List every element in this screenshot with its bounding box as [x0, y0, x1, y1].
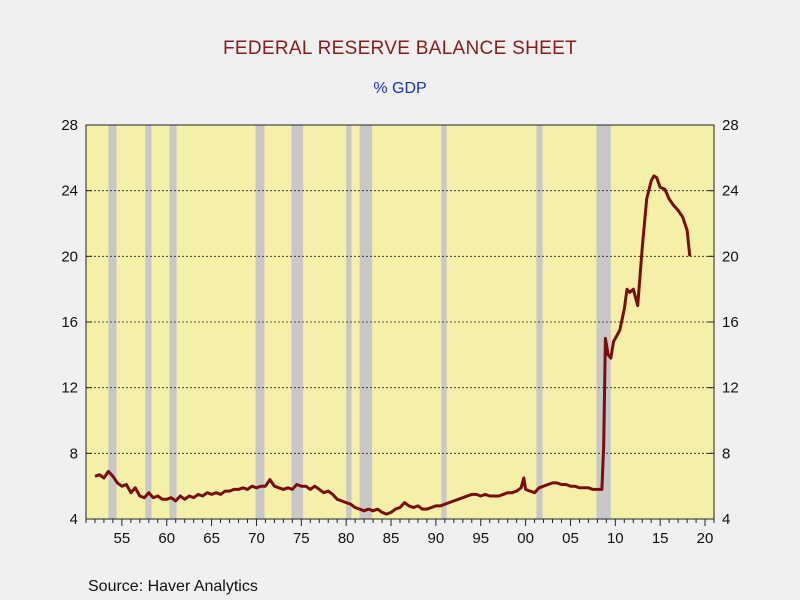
y-tick-label-left: 24 — [61, 183, 78, 200]
y-tick-label-right: 20 — [722, 248, 739, 265]
x-tick-label: 75 — [293, 530, 310, 547]
x-tick-label: 95 — [472, 530, 489, 547]
x-tick-label: 55 — [114, 530, 131, 547]
y-tick-label-left: 16 — [61, 314, 78, 331]
y-tick-label-left: 12 — [61, 380, 78, 397]
chart-subtitle: % GDP — [373, 80, 427, 97]
x-tick-label: 05 — [562, 530, 579, 547]
x-tick-label: 60 — [158, 530, 175, 547]
y-tick-label-right: 12 — [722, 380, 739, 397]
plot-frame — [85, 124, 715, 520]
recession-band — [169, 125, 177, 519]
y-tick-label-right: 8 — [722, 445, 730, 462]
recession-band — [145, 125, 152, 519]
recession-band — [359, 125, 373, 519]
chart-title: FEDERAL RESERVE BALANCE SHEET — [223, 38, 577, 59]
x-tick-label: 70 — [248, 530, 265, 547]
x-tick-label: 00 — [517, 530, 534, 547]
x-tick-label: 15 — [652, 530, 669, 547]
x-tick-label: 80 — [338, 530, 355, 547]
y-tick-label-left: 4 — [70, 511, 78, 528]
source-note: Source: Haver Analytics — [88, 578, 258, 595]
y-tick-label-left: 20 — [61, 248, 78, 265]
x-tick-label: 85 — [383, 530, 400, 547]
x-tick-label: 10 — [607, 530, 624, 547]
series-line — [94, 174, 692, 516]
y-tick-label-right: 24 — [722, 183, 739, 200]
y-tick-label-left: 28 — [61, 117, 78, 134]
x-tick-label: 65 — [203, 530, 220, 547]
recession-band — [291, 125, 304, 519]
recession-band — [255, 125, 265, 519]
y-tick-label-right: 16 — [722, 314, 739, 331]
gridlines — [86, 190, 714, 454]
axis-ticks — [85, 124, 715, 526]
y-tick-label-right: 28 — [722, 117, 739, 134]
y-tick-label-right: 4 — [722, 511, 730, 528]
y-tick-label-left: 8 — [70, 445, 78, 462]
recession-band — [108, 125, 117, 519]
axis-labels: 4 4 8 8 12 12 16 16 20 20 24 24 28 28 55 60 65 70 75 80 85 90… — [61, 117, 738, 547]
x-tick-label: 20 — [697, 530, 714, 547]
x-tick-label: 90 — [428, 530, 445, 547]
recession-band — [346, 125, 352, 519]
